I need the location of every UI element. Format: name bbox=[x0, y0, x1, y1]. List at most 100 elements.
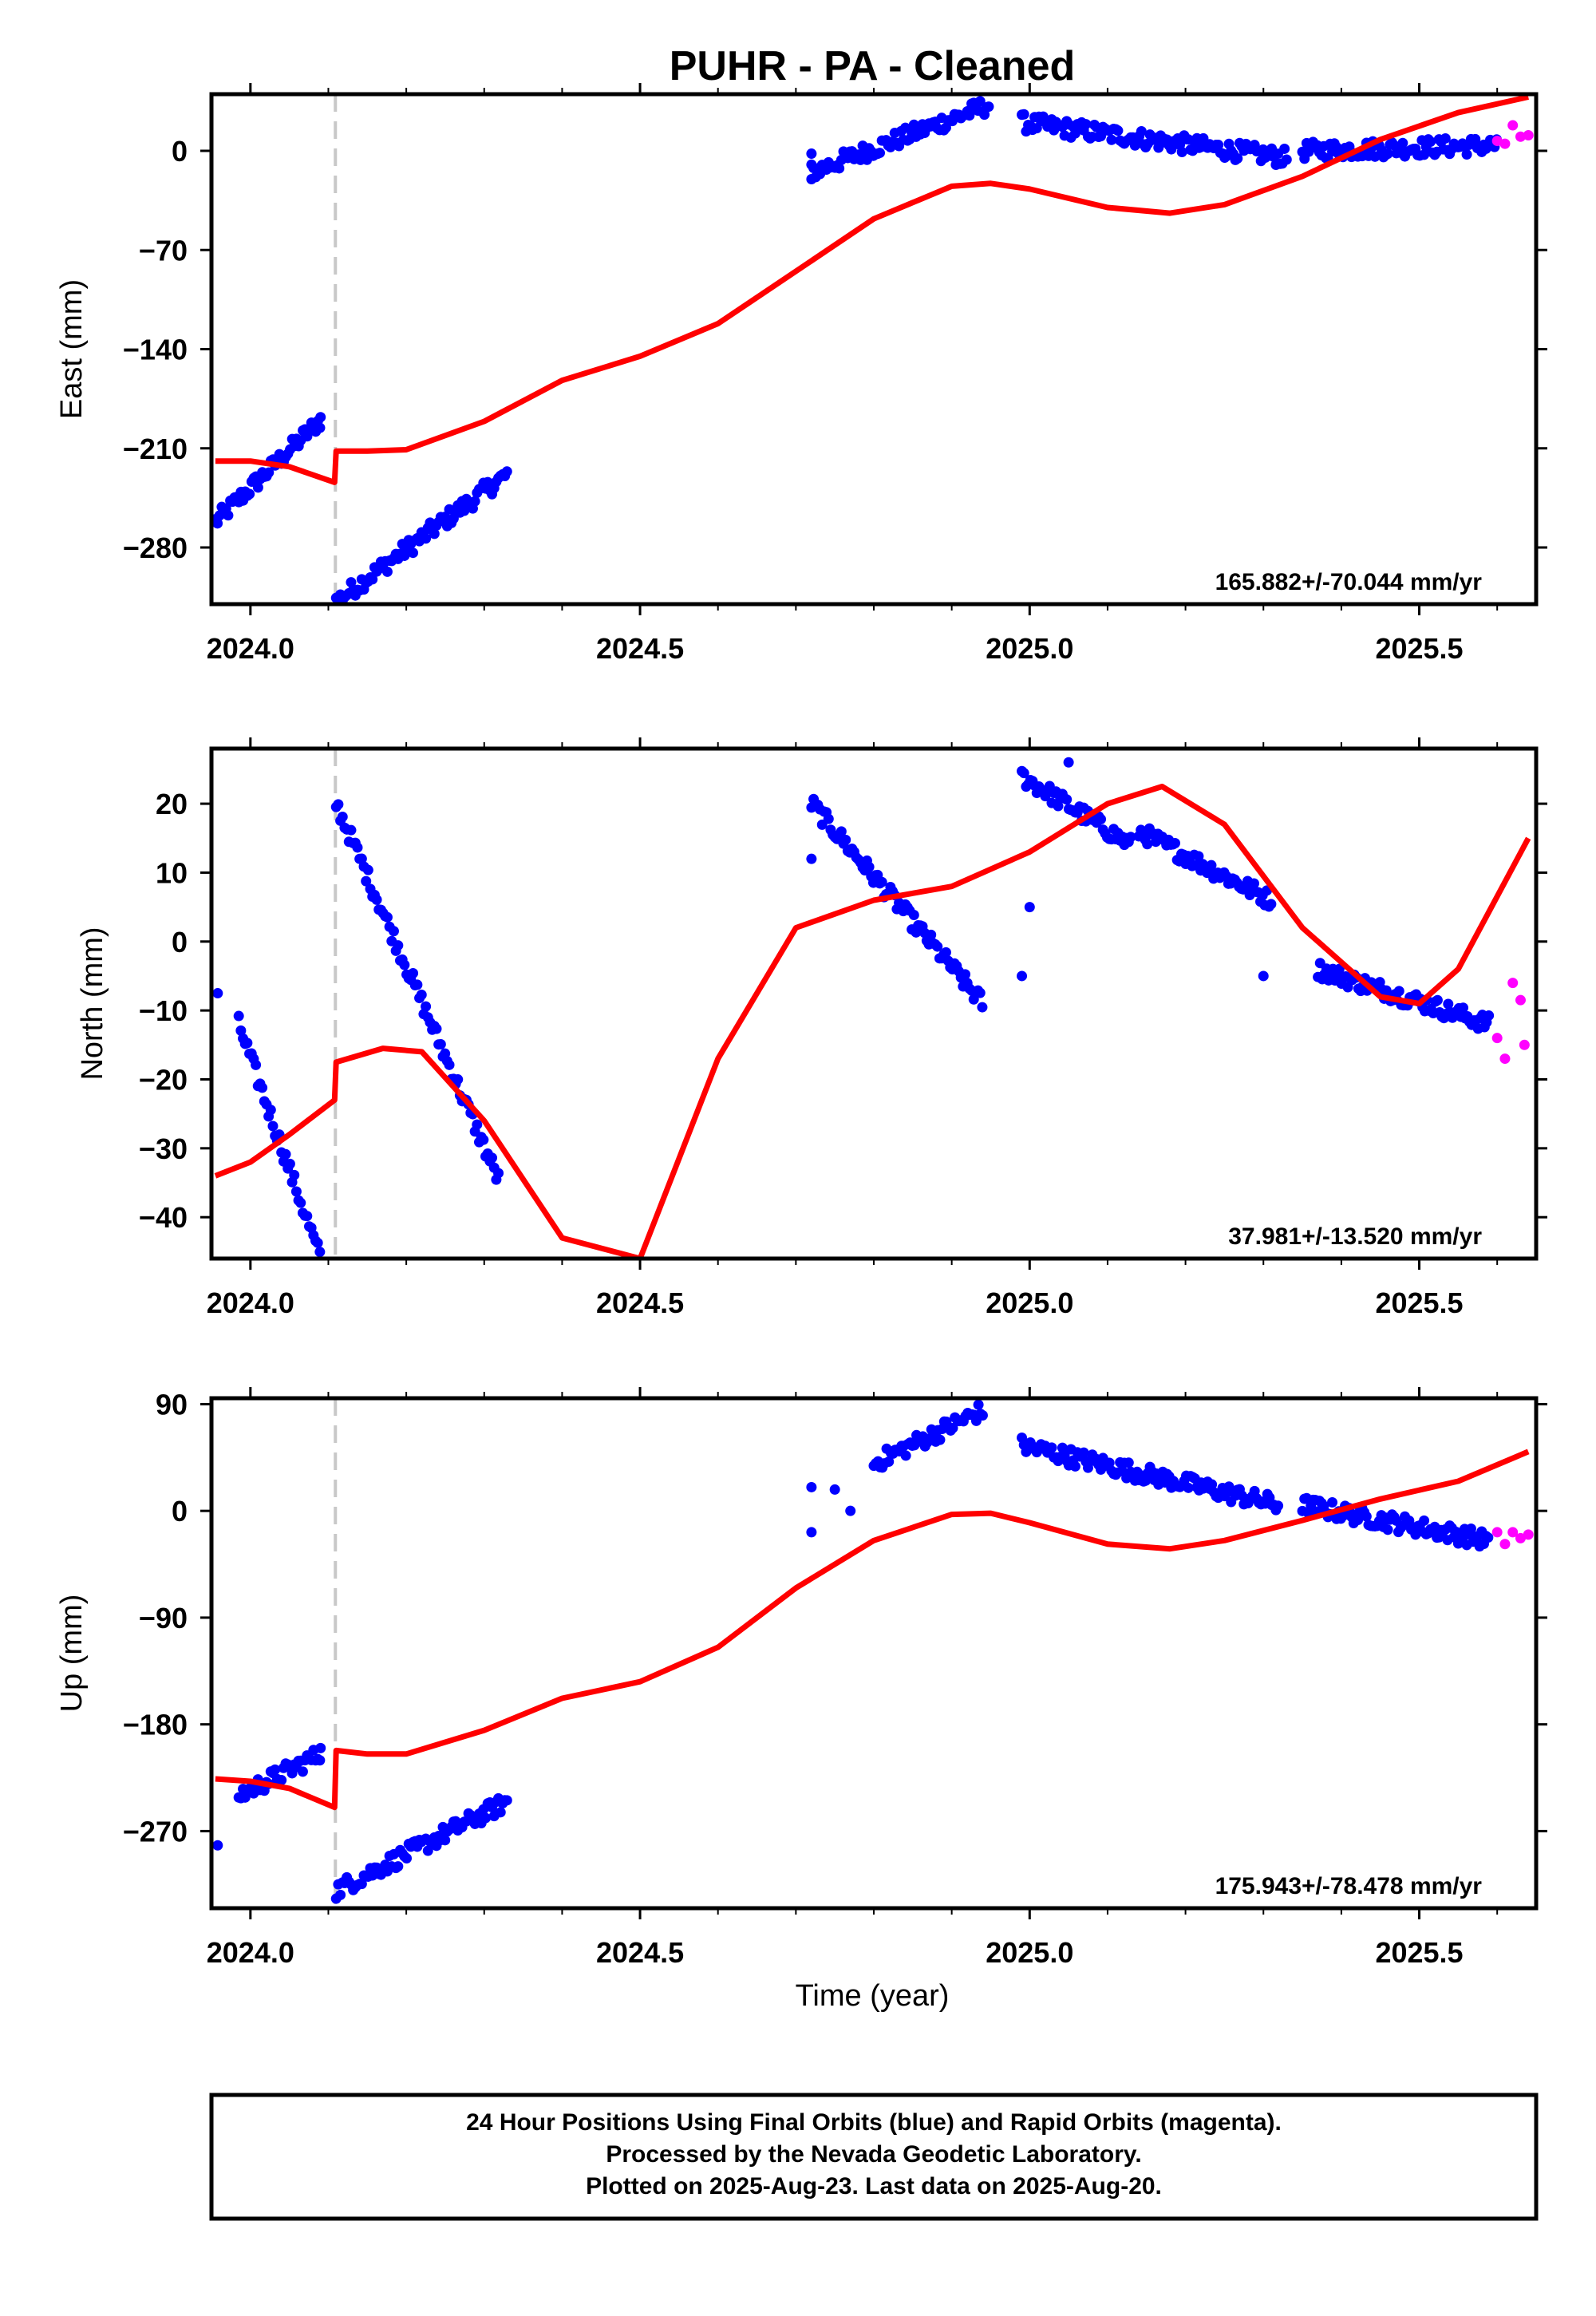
rapid-orbit-point bbox=[1507, 120, 1519, 131]
final-orbit-point bbox=[314, 422, 326, 433]
final-orbit-point bbox=[1432, 994, 1443, 1006]
model-fit-line bbox=[215, 94, 1529, 485]
final-orbit-point bbox=[257, 1082, 268, 1093]
final-orbit-point bbox=[940, 947, 951, 958]
x-tick-label: 2024.5 bbox=[596, 1286, 684, 1319]
velocity-label: 165.882+/-70.044 mm/yr bbox=[1215, 569, 1483, 595]
rapid-orbit-point bbox=[1515, 994, 1526, 1006]
rapid-orbit-point bbox=[1519, 1039, 1530, 1050]
final-orbit-point bbox=[289, 1169, 300, 1180]
final-orbit-point bbox=[900, 1450, 911, 1461]
final-orbit-point bbox=[876, 876, 887, 887]
final-orbit-point bbox=[244, 488, 255, 500]
final-orbit-point bbox=[932, 941, 943, 952]
final-orbit-point bbox=[1125, 832, 1136, 843]
final-orbit-point bbox=[977, 1409, 988, 1421]
final-orbit-point bbox=[1046, 1442, 1057, 1453]
final-orbit-point bbox=[926, 929, 937, 940]
y-tick-label: 90 bbox=[156, 1388, 188, 1421]
final-orbit-point bbox=[1069, 1460, 1080, 1472]
final-orbit-point bbox=[421, 1001, 432, 1012]
final-orbit-point bbox=[308, 1745, 319, 1756]
final-orbit-point bbox=[1369, 151, 1381, 162]
y-tick-label: 0 bbox=[172, 1495, 188, 1528]
final-orbit-point bbox=[845, 1505, 856, 1516]
final-orbit-point bbox=[276, 1775, 287, 1786]
final-orbit-point bbox=[1018, 768, 1029, 779]
info-box bbox=[209, 2093, 1539, 2221]
rapid-orbit-point bbox=[1507, 978, 1519, 989]
x-axis-label: Time (year) bbox=[796, 1979, 950, 2013]
final-orbit-point bbox=[960, 969, 971, 980]
final-orbit-point bbox=[1213, 140, 1224, 151]
y-tick-label: −270 bbox=[123, 1815, 188, 1848]
final-orbit-point bbox=[429, 528, 440, 539]
y-tick-label: 0 bbox=[172, 135, 188, 168]
final-orbit-point bbox=[1169, 838, 1180, 849]
final-orbit-point bbox=[501, 466, 512, 477]
rapid-orbit-point bbox=[1491, 136, 1503, 147]
final-orbit-point bbox=[834, 163, 845, 174]
rapid-orbit-point bbox=[1523, 129, 1534, 140]
final-orbit-point bbox=[806, 853, 817, 864]
final-orbit-point bbox=[312, 1237, 323, 1248]
final-orbit-point bbox=[1419, 1515, 1430, 1526]
final-orbit-point bbox=[493, 1168, 504, 1179]
final-orbit-point bbox=[1281, 154, 1292, 165]
y-tick-label: −180 bbox=[123, 1709, 188, 1741]
final-orbit-point bbox=[440, 1835, 451, 1846]
final-orbit-point bbox=[1397, 137, 1408, 148]
y-axis-label: East (mm) bbox=[55, 279, 89, 419]
x-tick-label: 2024.0 bbox=[207, 1286, 294, 1319]
final-orbit-point bbox=[472, 1119, 483, 1130]
plot-area bbox=[211, 94, 1534, 604]
final-orbit-point bbox=[983, 101, 994, 113]
final-orbit-point bbox=[1183, 1482, 1194, 1493]
final-orbit-point bbox=[233, 1010, 244, 1022]
final-orbit-point bbox=[977, 1002, 988, 1013]
final-orbit-point bbox=[452, 1074, 464, 1085]
panel-0: 2024.0 2024.5 2025.0 2025.5 0 −70 −140 −210 −280… bbox=[55, 83, 1547, 665]
final-orbit-point bbox=[1425, 136, 1436, 148]
final-orbit-point bbox=[444, 1059, 455, 1070]
y-tick-label: −10 bbox=[139, 994, 188, 1027]
final-orbit-point bbox=[1112, 125, 1124, 136]
final-orbit-point bbox=[381, 566, 393, 577]
final-orbit-point bbox=[469, 496, 480, 507]
final-orbit-point bbox=[823, 813, 834, 824]
final-orbit-point bbox=[1382, 148, 1393, 160]
final-orbit-point bbox=[1017, 970, 1028, 982]
y-tick-label: −70 bbox=[139, 234, 188, 267]
x-tick-label: 2025.5 bbox=[1375, 1936, 1463, 1969]
rapid-orbit-point bbox=[1499, 1053, 1511, 1065]
final-orbit-point bbox=[212, 988, 223, 999]
final-orbit-point bbox=[1123, 1457, 1134, 1468]
final-orbit-point bbox=[314, 1755, 326, 1766]
plot-area bbox=[212, 749, 1531, 1259]
rapid-orbit-point bbox=[1491, 1033, 1503, 1044]
y-tick-label: −20 bbox=[139, 1063, 188, 1096]
y-tick-label: −40 bbox=[139, 1201, 188, 1234]
final-orbit-point bbox=[1248, 878, 1259, 889]
final-orbit-point bbox=[874, 148, 885, 159]
final-orbit-point bbox=[947, 1422, 958, 1433]
final-orbit-point bbox=[974, 96, 986, 107]
final-orbit-point bbox=[495, 1807, 506, 1818]
final-orbit-point bbox=[1176, 147, 1187, 158]
info-line-1: 24 Hour Positions Using Final Orbits (bl… bbox=[466, 2109, 1282, 2136]
final-orbit-point bbox=[416, 990, 427, 1001]
final-orbit-point bbox=[242, 1037, 253, 1049]
y-tick-label: −30 bbox=[139, 1132, 188, 1165]
rapid-orbit-point bbox=[1515, 1532, 1526, 1543]
rapid-orbit-point bbox=[1515, 131, 1526, 142]
final-orbit-point bbox=[1104, 1457, 1115, 1468]
final-orbit-point bbox=[501, 1795, 512, 1806]
final-orbit-point bbox=[1443, 998, 1454, 1010]
info-line-3: Plotted on 2025-Aug-23. Last data on 202… bbox=[586, 2173, 1162, 2199]
x-tick-label: 2025.0 bbox=[986, 1936, 1073, 1969]
final-orbit-point bbox=[251, 1059, 262, 1070]
final-orbit-point bbox=[421, 533, 432, 544]
final-orbit-point bbox=[1382, 1524, 1393, 1535]
